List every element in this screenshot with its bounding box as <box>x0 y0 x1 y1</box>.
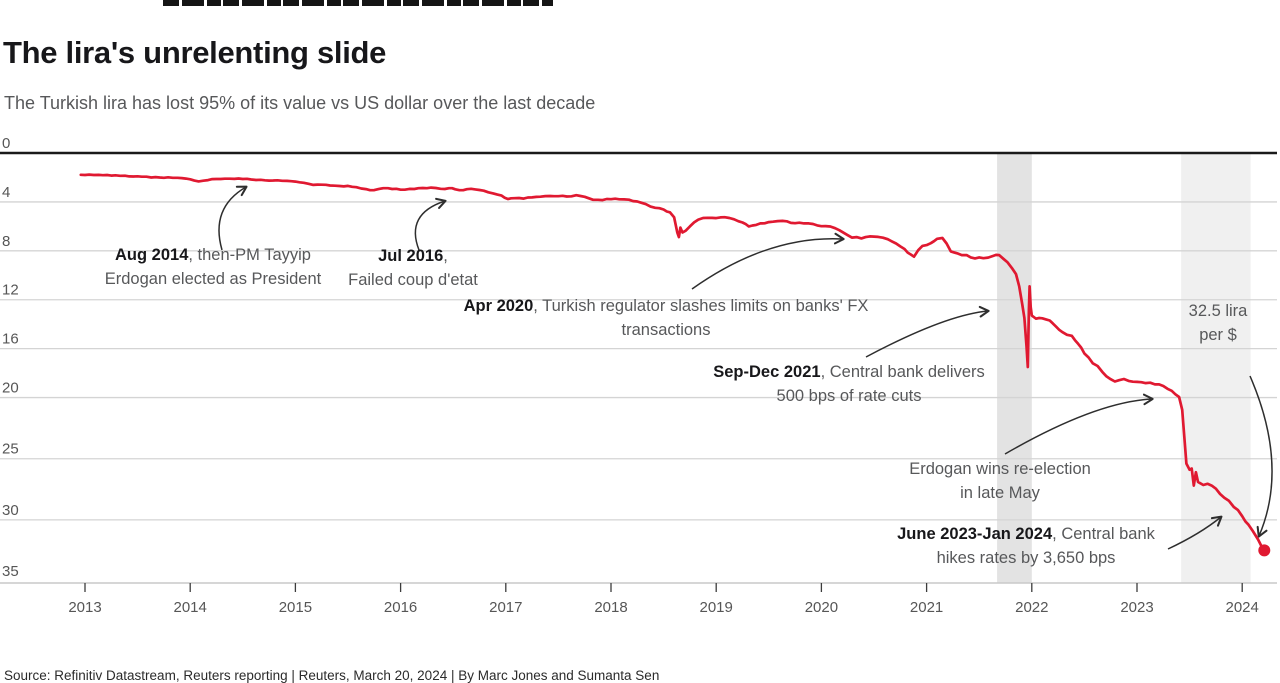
x-axis-label: 2013 <box>68 599 101 616</box>
annotation-arrow <box>414 197 447 251</box>
annotation-line: Apr 2020, Turkish regulator slashes limi… <box>463 297 869 315</box>
source-attribution: Source: Refinitiv Datastream, Reuters re… <box>4 667 660 683</box>
annotation-line: transactions <box>621 320 711 339</box>
y-axis-label: 12 <box>2 282 19 299</box>
y-axis-label: 8 <box>2 233 10 250</box>
y-axis-label: 20 <box>2 380 19 397</box>
annotation-end-value: 32.5 lira per $ <box>1189 300 1248 347</box>
annotation-aug-2014: Aug 2014, then-PM Tayyip Erdogan elected… <box>105 244 321 291</box>
annotation-arrow <box>1004 393 1154 455</box>
series-end-dot <box>1258 544 1271 557</box>
annotation-june-2023-jan-2024: June 2023-Jan 2024, Central bank hikes r… <box>897 523 1155 570</box>
lira-series-line <box>79 173 1266 552</box>
annotation-arrow <box>218 185 248 251</box>
annotation-line: per $ <box>1199 325 1237 344</box>
annotation-line: Failed coup d'etat <box>348 270 478 289</box>
annotation-line: Aug 2014, then-PM Tayyip <box>115 246 311 264</box>
annotation-arrow <box>1249 375 1273 538</box>
annotation-arrow <box>865 305 990 358</box>
annotation-jul-2016: Jul 2016, Failed coup d'etat <box>348 245 478 292</box>
y-axis-label: 16 <box>2 331 19 348</box>
annotation-sep-dec-2021: Sep-Dec 2021, Central bank delivers 500 … <box>713 361 985 408</box>
x-axis-label: 2019 <box>700 599 733 616</box>
y-axis-label: 0 <box>2 135 10 152</box>
annotation-line: Jul 2016, <box>378 247 448 265</box>
highlight-band <box>1181 153 1251 583</box>
cropped-text-fragment <box>163 0 553 6</box>
annotation-erdogan-reelection: Erdogan wins re-election in late May <box>909 458 1091 505</box>
annotation-line: Erdogan wins re-election <box>909 460 1091 478</box>
y-axis-label: 25 <box>2 441 19 458</box>
annotation-line: 500 bps of rate cuts <box>776 386 922 405</box>
annotation-line: 32.5 lira <box>1188 302 1248 320</box>
x-axis-label: 2014 <box>174 599 207 616</box>
y-axis-label: 4 <box>2 184 10 201</box>
page-title: The lira's unrelenting slide <box>3 34 387 70</box>
annotation-line: June 2023-Jan 2024, Central bank <box>897 525 1155 543</box>
annotation-line: in late May <box>960 483 1040 502</box>
annotation-line: Erdogan elected as President <box>104 269 322 288</box>
x-axis-label: 2022 <box>1015 599 1048 616</box>
highlight-band <box>997 153 1032 583</box>
x-axis-label: 2023 <box>1120 599 1153 616</box>
annotation-arrow <box>691 232 845 290</box>
x-axis-label: 2024 <box>1226 599 1259 616</box>
annotation-line: hikes rates by 3,650 bps <box>936 548 1116 567</box>
chart-subtitle: The Turkish lira has lost 95% of its val… <box>4 93 596 113</box>
x-axis-label: 2017 <box>489 599 522 616</box>
annotation-arrow <box>1167 515 1223 550</box>
y-axis-label: 35 <box>2 563 19 580</box>
x-axis-label: 2020 <box>805 599 838 616</box>
annotation-line: Sep-Dec 2021, Central bank delivers <box>713 363 985 381</box>
x-axis-label: 2021 <box>910 599 943 616</box>
x-axis-label: 2015 <box>279 599 312 616</box>
y-axis-label: 30 <box>2 502 19 519</box>
x-axis-label: 2018 <box>594 599 627 616</box>
annotation-apr-2020: Apr 2020, Turkish regulator slashes limi… <box>464 295 869 342</box>
x-axis-label: 2016 <box>384 599 417 616</box>
